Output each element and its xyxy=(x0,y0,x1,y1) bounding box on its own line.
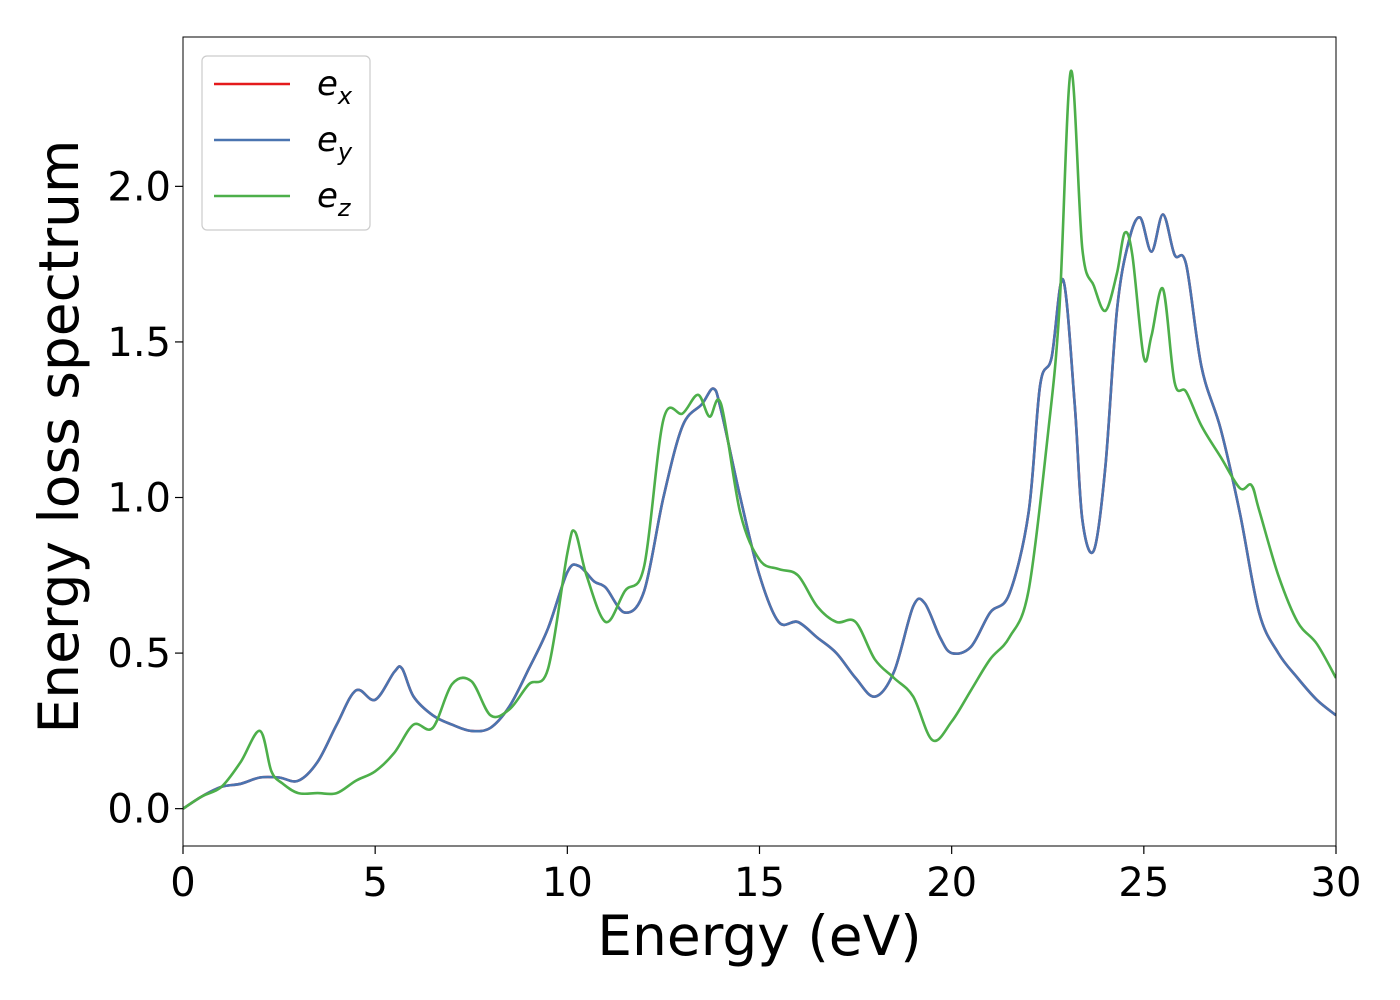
series-line-z xyxy=(183,69,1336,810)
x-tick-label: 0 xyxy=(170,860,195,906)
x-tick-label: 30 xyxy=(1311,860,1362,906)
y-tick-label: 0.0 xyxy=(107,787,171,833)
x-tick-label: 20 xyxy=(926,860,977,906)
legend-label-z: ez xyxy=(317,176,352,222)
legend-label-sub: x xyxy=(337,82,353,110)
x-tick-label: 10 xyxy=(542,860,593,906)
y-axis-ticks: 0.0 0.5 1.0 1.5 2.0 xyxy=(107,164,183,833)
legend-label-y: ey xyxy=(317,120,353,166)
y-tick-label: 2.0 xyxy=(107,164,171,210)
y-tick-label: 1.5 xyxy=(107,320,171,366)
series-line-x xyxy=(183,213,1336,810)
y-axis-title: Energy loss spectrum xyxy=(27,139,91,733)
legend-label-main: e xyxy=(317,120,338,160)
legend-label-x: ex xyxy=(317,64,353,110)
x-tick-label: 15 xyxy=(734,860,785,906)
x-tick-label: 5 xyxy=(362,860,387,906)
y-tick-label: 1.0 xyxy=(107,476,171,522)
legend-label-sub: z xyxy=(337,194,352,222)
y-tick-label: 0.5 xyxy=(107,631,171,677)
series-layer xyxy=(183,69,1336,810)
x-tick-label: 25 xyxy=(1118,860,1169,906)
legend-box xyxy=(201,55,371,231)
legend-label-main: e xyxy=(317,176,338,216)
x-axis-ticks: 0 5 10 15 20 25 30 xyxy=(170,846,1361,906)
x-axis-title: Energy (eV) xyxy=(597,904,921,968)
series-line-y xyxy=(183,213,1336,810)
legend-label-sub: y xyxy=(337,138,353,166)
legend-label-main: e xyxy=(317,64,338,104)
